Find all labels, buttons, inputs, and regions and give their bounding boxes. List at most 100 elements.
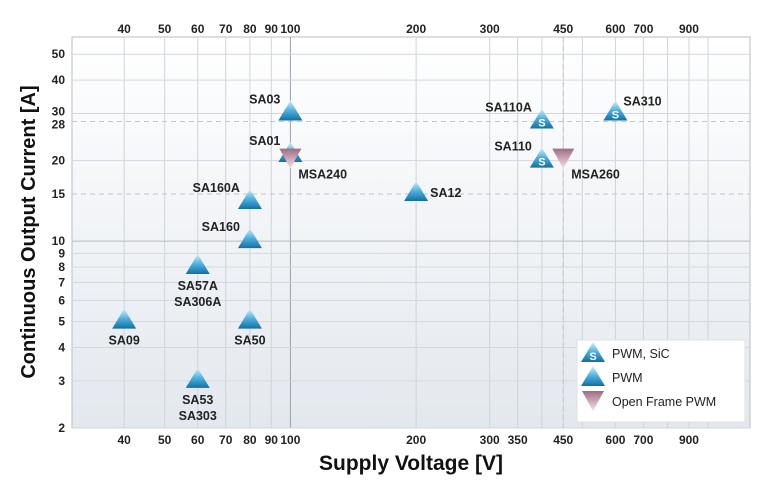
x-tick-label-top: 60 [191, 22, 205, 36]
x-tick-label-top: 80 [243, 22, 257, 36]
data-label: SA50 [234, 334, 265, 348]
y-tick-label: 9 [58, 246, 65, 260]
sic-s-icon: S [538, 157, 545, 169]
data-label-line: SA09 [109, 334, 140, 348]
legend-label: PWM, SiC [612, 347, 670, 361]
data-label: SA160A [193, 181, 240, 195]
open-frame-marker [552, 148, 575, 169]
x-tick-label: 700 [633, 433, 653, 447]
x-tick-label-top: 100 [280, 22, 300, 36]
open-frame-marker [582, 391, 604, 411]
x-tick-label: 70 [219, 433, 233, 447]
x-tick-label: 80 [243, 433, 257, 447]
x-tick-label-top: 700 [633, 22, 653, 36]
data-label: SA12 [430, 186, 461, 200]
data-label: SA57A SA306A [174, 279, 221, 309]
data-label-line: SA110 [494, 140, 532, 154]
sic-s-icon: S [612, 110, 619, 122]
data-point: SA53 SA303 [179, 367, 217, 423]
y-tick-label: 30 [52, 105, 66, 119]
data-label: SA110 [494, 140, 532, 154]
data-label-line: SA110A [485, 101, 532, 115]
x-tick-label-top: 300 [480, 22, 500, 36]
data-label: SA09 [109, 334, 140, 348]
data-label-line: SA57A [178, 279, 218, 293]
data-label-line: SA303 [179, 409, 217, 423]
y-tick-label: 15 [52, 187, 66, 201]
pwm-marker [185, 367, 210, 388]
pwm-marker [112, 308, 137, 329]
x-tick-label-top: 50 [158, 22, 172, 36]
data-point: MSA260 [552, 148, 620, 182]
legend-label: Open Frame PWM [612, 395, 716, 409]
data-label: SA160 [202, 220, 240, 234]
data-label: SA310 [623, 95, 661, 109]
x-tick-label: 300 [480, 433, 500, 447]
data-point: S SA110 [494, 140, 554, 169]
data-label-line: SA01 [249, 134, 280, 148]
x-tick-label-top: 200 [406, 22, 426, 36]
pwm-marker [278, 100, 303, 121]
pwm-marker [237, 189, 262, 210]
pwm-marker [581, 366, 605, 386]
data-label-line: MSA240 [298, 168, 347, 182]
y-tick-label: 5 [58, 315, 65, 329]
x-tick-label-top: 40 [118, 22, 132, 36]
x-tick-label: 100 [280, 433, 300, 447]
pwm-sic-marker [529, 147, 554, 168]
y-tick-label: 20 [52, 154, 66, 168]
data-point: MSA240 [279, 148, 347, 182]
sic-s-icon: S [538, 118, 545, 130]
y-tick-label: 40 [52, 73, 66, 87]
x-tick-label-top: 600 [605, 22, 625, 36]
data-point: SA160A [193, 181, 262, 210]
y-tick-label: 2 [58, 421, 65, 435]
pwm-sic-marker [581, 342, 605, 362]
x-tick-label-top: 70 [219, 22, 233, 36]
pwm-marker [237, 308, 262, 329]
pwm-marker [404, 181, 429, 202]
data-label-line: SA12 [430, 186, 461, 200]
pwm-marker [185, 254, 210, 275]
y-tick-label: 7 [58, 276, 65, 290]
data-label: SA01 [249, 134, 280, 148]
data-point: SA160 [202, 220, 262, 249]
x-tick-label: 60 [191, 433, 205, 447]
data-label: SA110A [485, 101, 532, 115]
data-label: MSA240 [298, 168, 347, 182]
y-tick-label: 6 [58, 293, 65, 307]
pwm-sic-marker [529, 108, 554, 129]
data-label-line: SA03 [249, 93, 280, 107]
data-label-line: SA50 [234, 334, 265, 348]
data-label-line: SA306A [174, 295, 221, 309]
data-label-line: SA160 [202, 220, 240, 234]
y-tick-label: 50 [52, 47, 66, 61]
data-point: SA57A SA306A [174, 254, 221, 309]
y-tick-label: 4 [58, 341, 65, 355]
x-tick-label-top: 450 [553, 22, 573, 36]
pwm-sic-marker [603, 100, 628, 121]
x-tick-label-top: 900 [679, 22, 699, 36]
y-tick-label: 10 [52, 234, 66, 248]
data-label-line: SA53 [182, 393, 213, 407]
x-axis-label: Supply Voltage [V] [319, 452, 503, 475]
data-label: SA53 SA303 [179, 393, 217, 423]
pwm-marker [237, 228, 262, 249]
x-tick-label: 900 [679, 433, 699, 447]
x-tick-label: 200 [406, 433, 426, 447]
data-label-line: SA160A [193, 181, 240, 195]
y-tick-label: 28 [52, 118, 66, 132]
sic-s-icon: S [589, 351, 596, 363]
legend: S PWM, SiC PWM Open Frame PWM [576, 339, 746, 423]
x-tick-label: 600 [605, 433, 625, 447]
x-tick-label: 40 [118, 433, 132, 447]
x-tick-label: 350 [508, 433, 528, 447]
data-point: SA12 [404, 181, 461, 202]
data-point: SA09 [109, 308, 140, 348]
x-tick-label: 450 [553, 433, 573, 447]
legend-label: PWM [612, 371, 643, 385]
data-point: SA50 [234, 308, 266, 348]
data-label-line: SA310 [623, 95, 661, 109]
data-label: MSA260 [571, 168, 620, 182]
data-point: S SA110A [485, 101, 554, 130]
